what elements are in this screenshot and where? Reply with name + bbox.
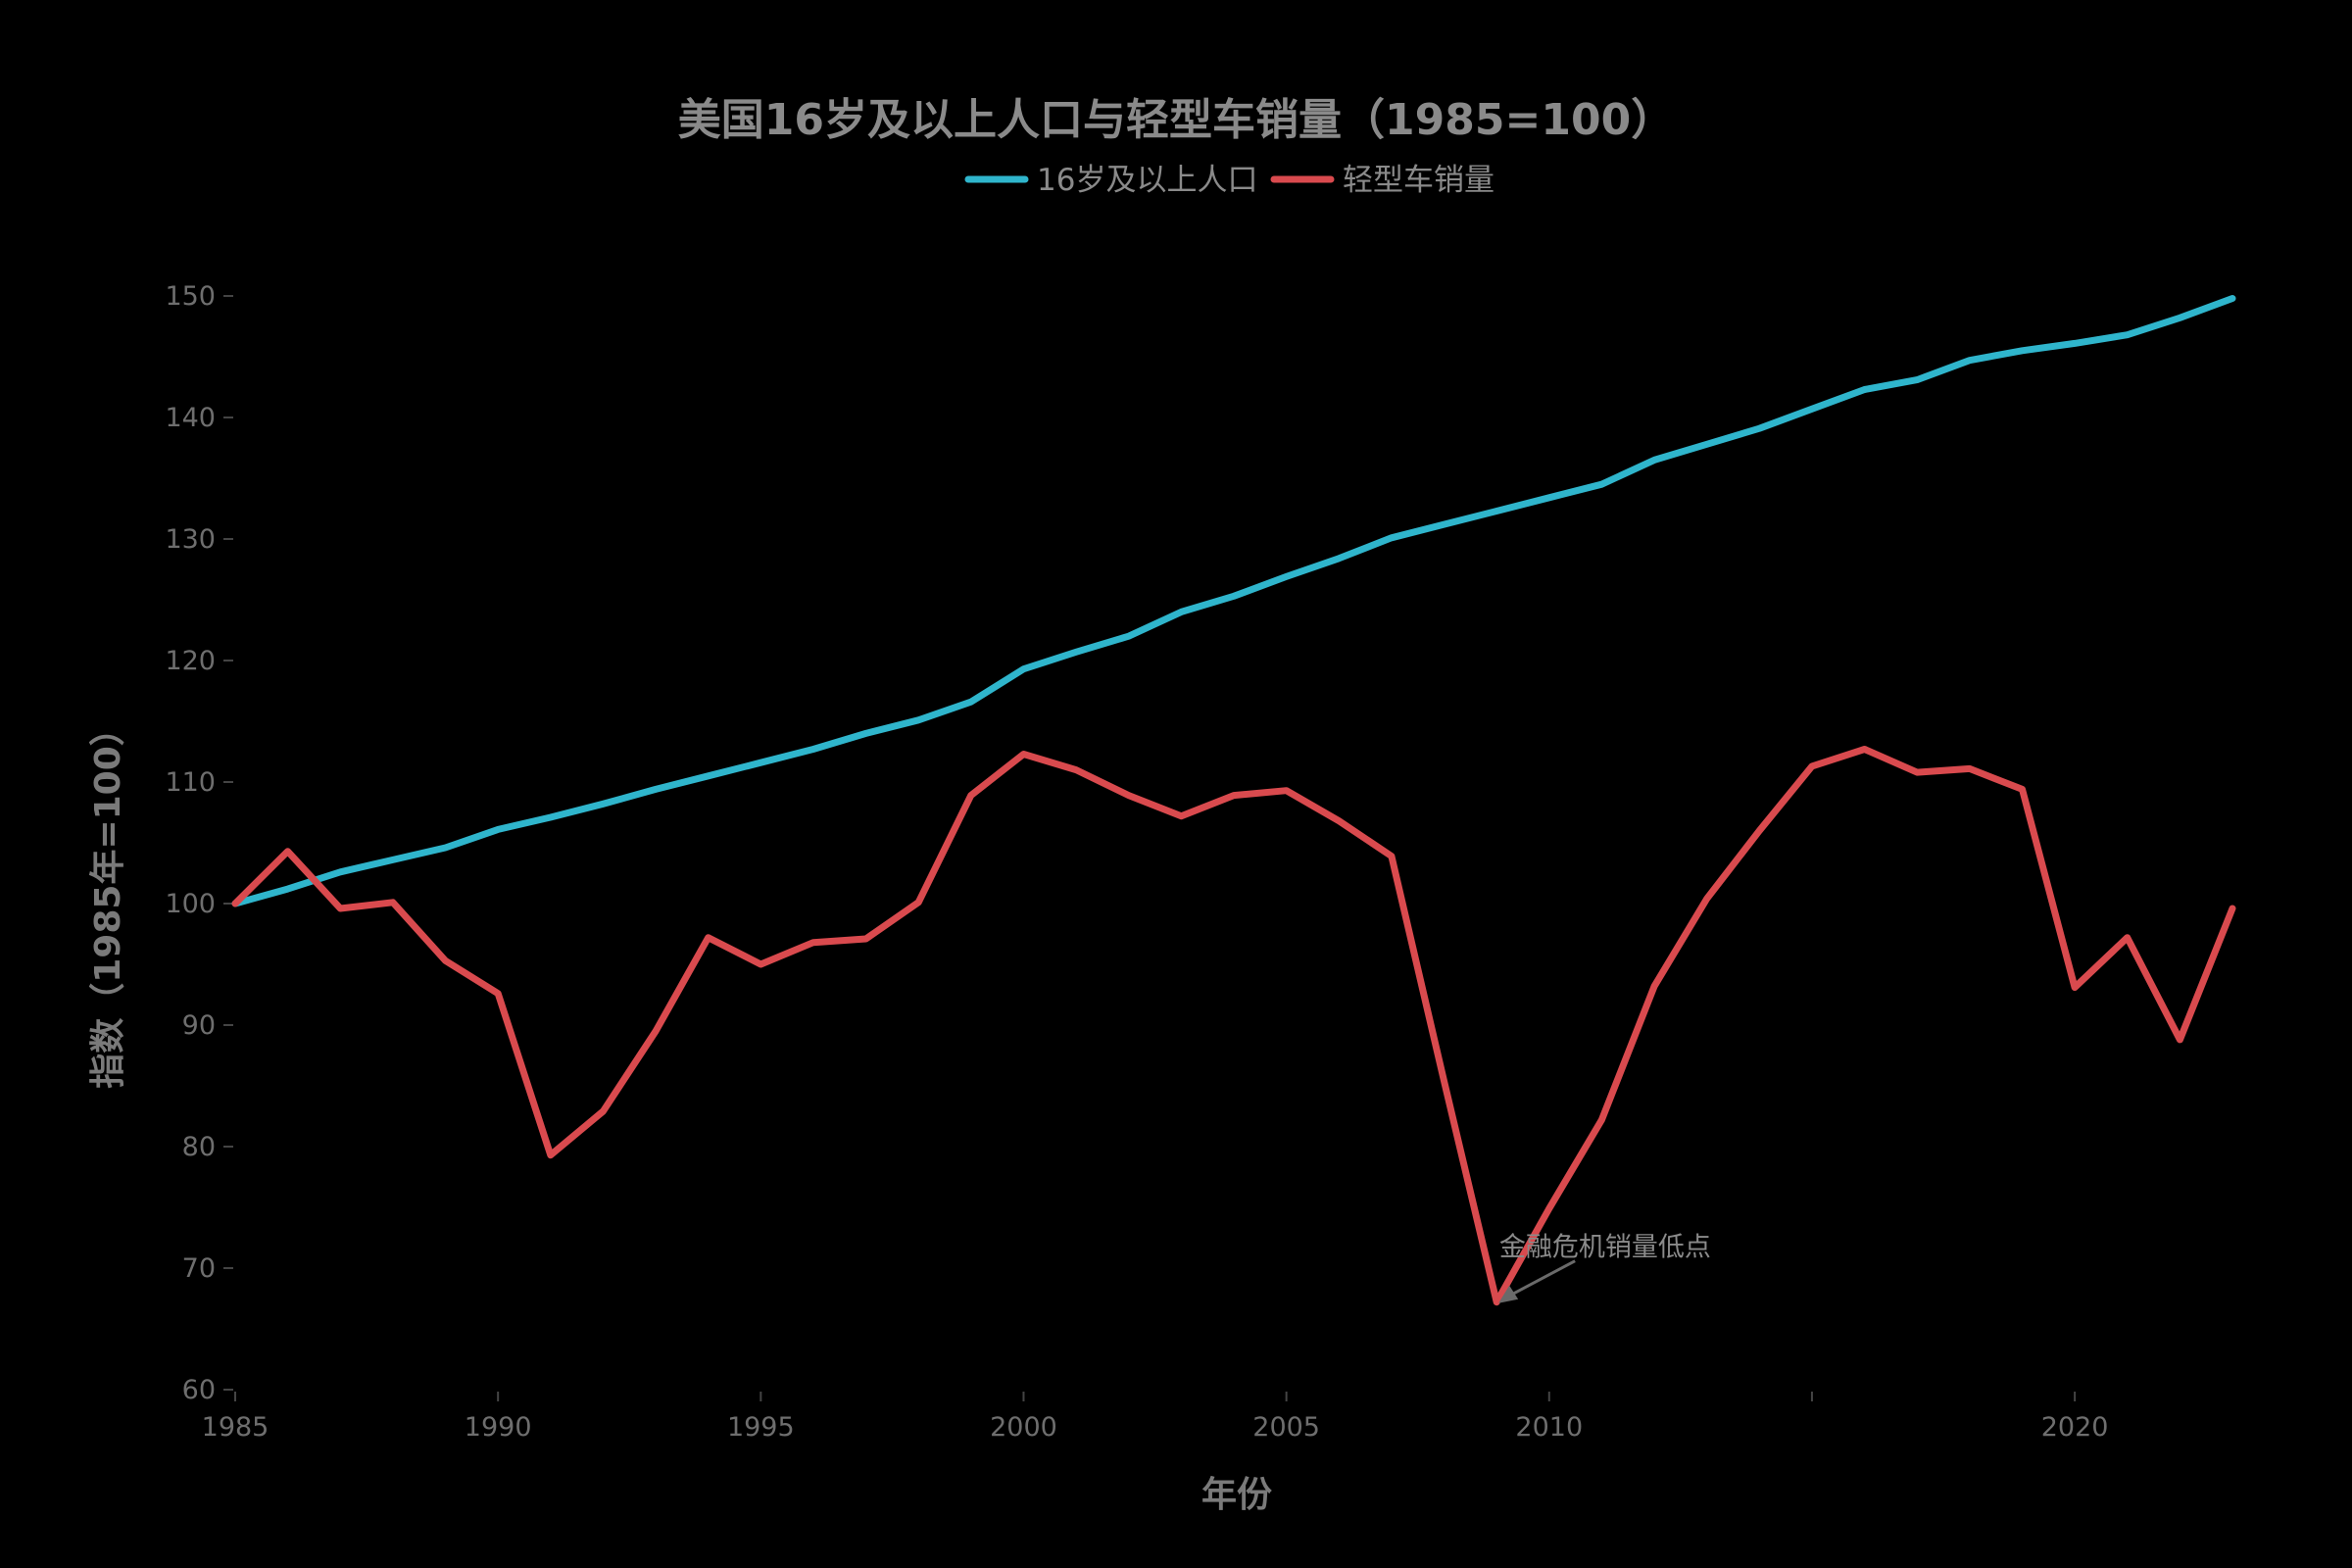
- x-axis: 1985 1990 1995 2000 2005 2010 2020: [202, 1392, 2109, 1443]
- annotation-arrow-head: [1498, 1285, 1519, 1303]
- y-tick-label: 150: [165, 281, 216, 312]
- series-line-2: [231, 746, 2236, 1306]
- legend-label: 轻型车销量: [1343, 163, 1494, 198]
- y-tick-label: 140: [165, 403, 216, 433]
- legend: 16岁及以上人口 轻型车销量: [964, 163, 1494, 198]
- annotation-layer: 金融危机销量低点: [1498, 1233, 1711, 1303]
- y-tick-label: 100: [165, 889, 216, 919]
- annotation-text: 金融危机销量低点: [1499, 1233, 1711, 1263]
- y-tick-label: 120: [165, 646, 216, 676]
- y-tick-label: 90: [182, 1010, 216, 1041]
- x-tick-label: 2000: [990, 1412, 1057, 1443]
- x-tick-label: 2010: [1515, 1412, 1583, 1443]
- x-tick-label: 2020: [2041, 1412, 2109, 1443]
- chart-title: 美国16岁及以上人口与轻型车销量（1985=100）: [678, 95, 1674, 145]
- series-line-1: [231, 295, 2236, 907]
- legend-label: 16岁及以上人口: [1037, 163, 1257, 198]
- x-axis-title: 年份: [1201, 1475, 1272, 1515]
- x-tick-label: 1990: [465, 1412, 532, 1443]
- y-axis-title: 指数（1985年=100）: [88, 710, 128, 1089]
- y-tick-label: 80: [182, 1132, 216, 1162]
- y-tick-label: 130: [165, 524, 216, 555]
- x-tick-label: 1995: [727, 1412, 795, 1443]
- series-layer: [231, 295, 2236, 1306]
- y-tick-label: 70: [182, 1253, 216, 1284]
- x-tick-label: 1985: [202, 1412, 270, 1443]
- y-tick-label: 110: [165, 767, 216, 798]
- y-axis: 60 70 80 90 100 110 120 130 140 150: [165, 281, 233, 1405]
- annotation-arrow-line: [1509, 1259, 1576, 1298]
- y-tick-label: 60: [182, 1375, 216, 1405]
- x-tick-label: 2005: [1252, 1412, 1320, 1443]
